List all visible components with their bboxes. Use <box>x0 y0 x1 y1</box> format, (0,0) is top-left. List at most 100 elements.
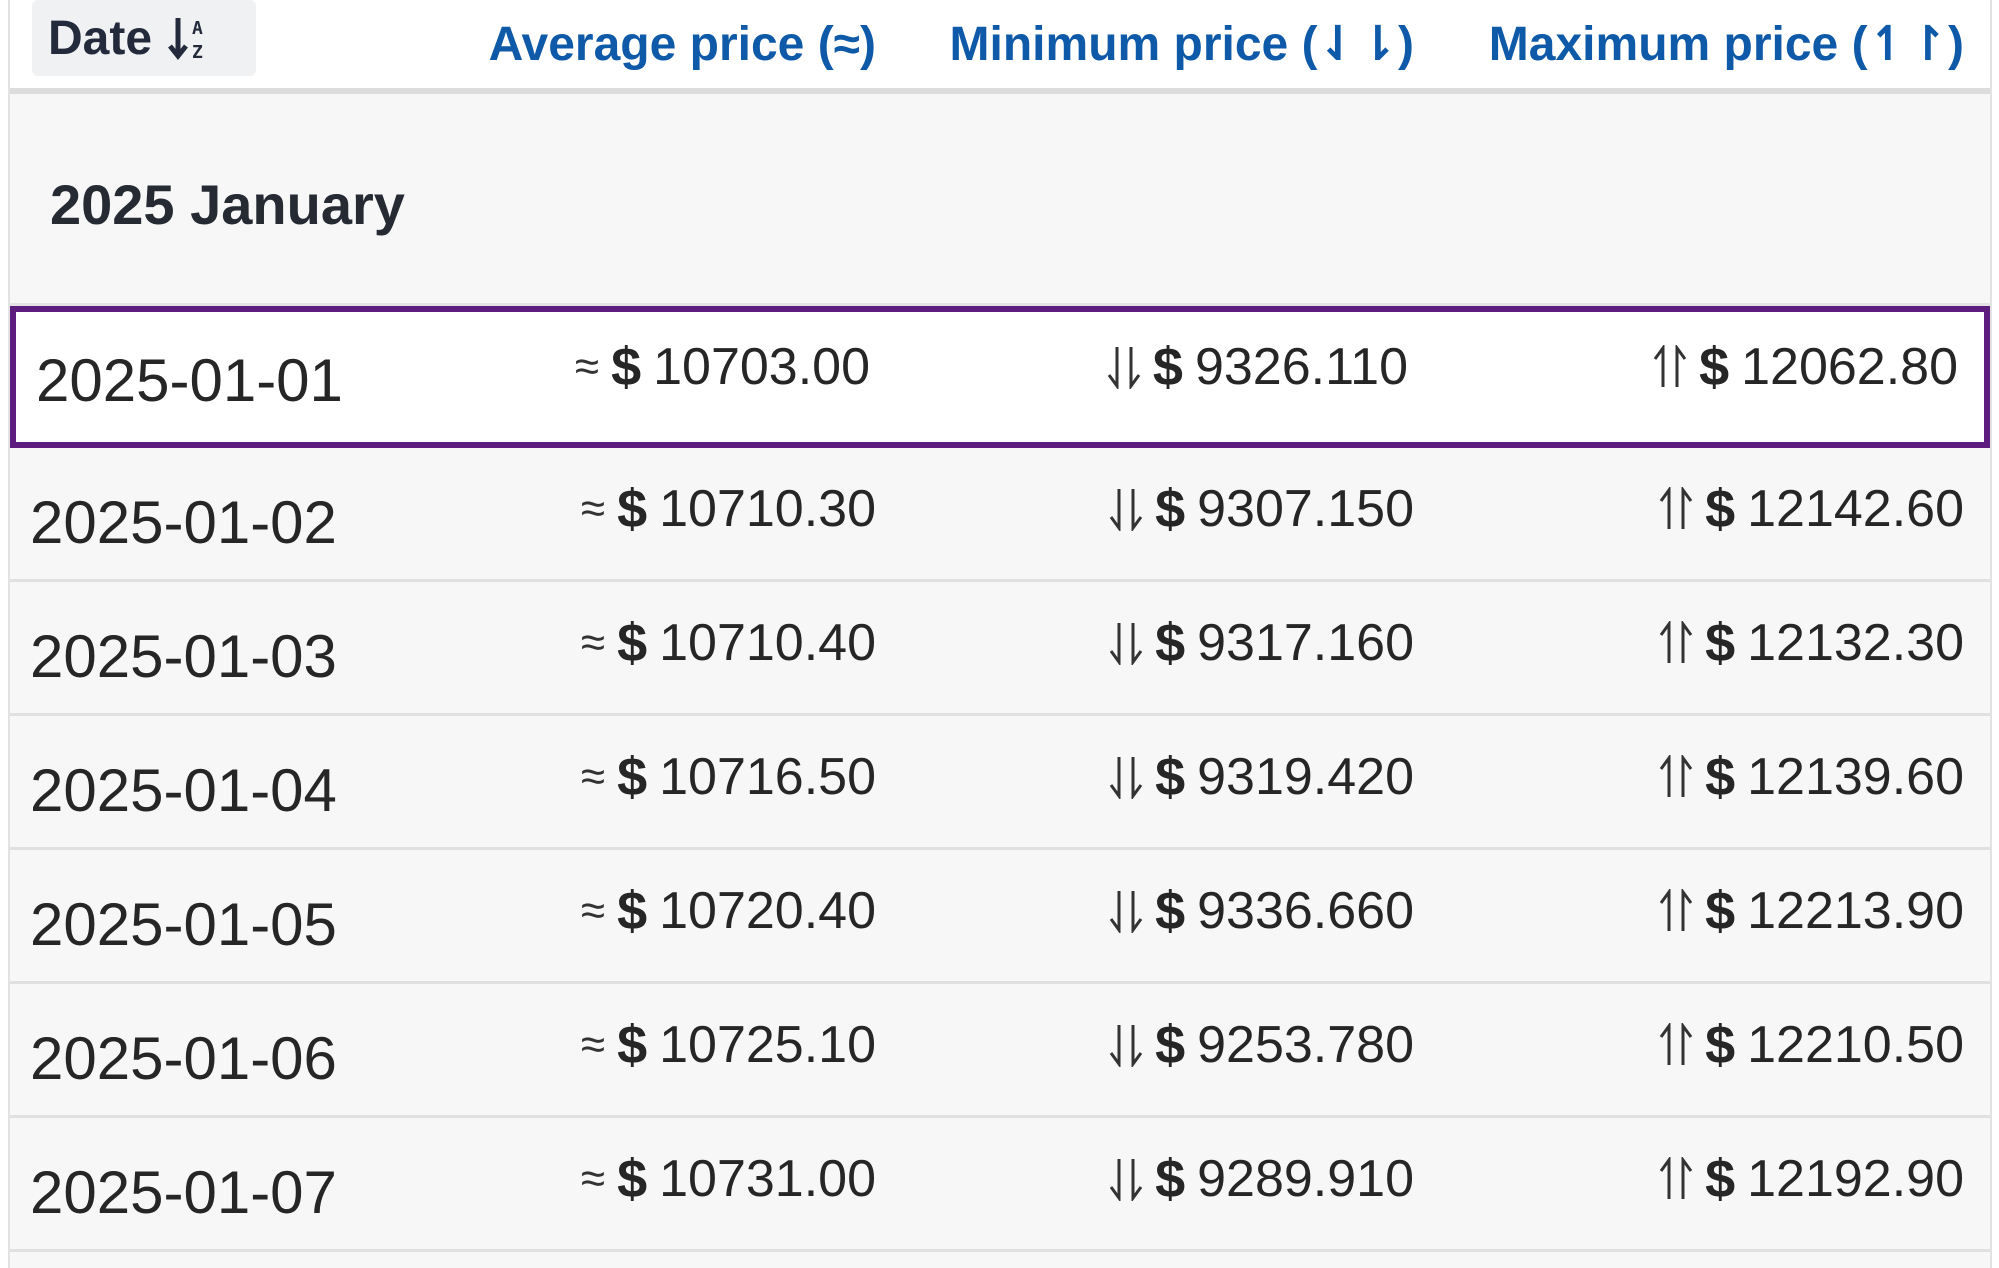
minimum-price-value: 9317.160 <box>1197 614 1414 672</box>
row-minimum-price: $9336.660 <box>1109 880 1414 942</box>
average-price-header[interactable]: Average price (≈) <box>489 0 876 88</box>
currency-symbol: $ <box>1705 1015 1736 1075</box>
average-price-value: 10725.10 <box>659 1016 876 1074</box>
up-arrows-icon <box>1659 1023 1693 1067</box>
currency-symbol: $ <box>1155 1149 1186 1209</box>
up-arrows-icon <box>1653 345 1687 389</box>
maximum-price-header[interactable]: Maximum price (↿↾) <box>1489 0 1964 88</box>
table-row[interactable]: 2025-01-07 ≈ $10731.00 $9289.910 $12192.90 <box>10 1118 1990 1252</box>
maximum-price-value: 12192.90 <box>1747 1150 1964 1208</box>
sort-ascending-icon: A Z <box>168 14 208 62</box>
row-date: 2025-01-04 <box>30 757 337 824</box>
currency-symbol: $ <box>1705 747 1736 807</box>
average-price-value: 10703.00 <box>653 338 870 396</box>
down-arrows-icon <box>1109 487 1143 531</box>
table-row[interactable]: 2025-01-03 ≈ $10710.40 $9317.160 $12132.30 <box>10 582 1990 716</box>
row-average-price: ≈ $10731.00 <box>581 1148 876 1210</box>
currency-symbol: $ <box>611 337 642 397</box>
row-average-price: ≈ $10710.30 <box>581 478 876 540</box>
currency-symbol: $ <box>1705 479 1736 539</box>
maximum-price-value: 12142.60 <box>1747 480 1964 538</box>
svg-text:Z: Z <box>192 42 203 62</box>
row-date: 2025-01-07 <box>30 1159 337 1226</box>
approx-icon: ≈ <box>580 484 606 533</box>
approx-icon: ≈ <box>580 752 606 801</box>
minimum-price-value: 9253.780 <box>1197 1016 1414 1074</box>
maximum-price-value: 12213.90 <box>1747 882 1964 940</box>
row-minimum-price: $9289.910 <box>1109 1148 1414 1210</box>
table-row[interactable]: 2025-01-06 ≈ $10725.10 $9253.780 $12210.50 <box>10 984 1990 1118</box>
down-arrows-icon <box>1109 1023 1143 1067</box>
approx-icon: ≈ <box>580 1020 606 1069</box>
average-price-value: 10731.00 <box>659 1150 876 1208</box>
currency-symbol: $ <box>617 1015 648 1075</box>
row-maximum-price: $12142.60 <box>1659 478 1964 540</box>
row-date: 2025-01-05 <box>30 891 337 958</box>
row-minimum-price: $9253.780 <box>1109 1014 1414 1076</box>
svg-text:A: A <box>192 18 203 39</box>
average-price-value: 10720.40 <box>659 882 876 940</box>
row-minimum-price: $9326.110 <box>1107 336 1408 398</box>
row-maximum-price: $12213.90 <box>1659 880 1964 942</box>
minimum-price-value: 9336.660 <box>1197 882 1414 940</box>
table-row-selected[interactable]: 2025-01-01 ≈ $10703.00 $9326.110 $12062.80 <box>10 306 1990 448</box>
approx-icon: ≈ <box>580 886 606 935</box>
currency-symbol: $ <box>1155 747 1186 807</box>
maximum-price-value: 12139.60 <box>1747 748 1964 806</box>
maximum-price-value: 12210.50 <box>1747 1016 1964 1074</box>
currency-symbol: $ <box>1699 337 1730 397</box>
row-date: 2025-01-03 <box>30 623 337 690</box>
down-arrows-icon <box>1109 755 1143 799</box>
average-price-sort-link[interactable]: Average price (≈) <box>488 17 876 71</box>
row-minimum-price: $9307.150 <box>1109 478 1414 540</box>
approx-icon: ≈ <box>574 342 600 391</box>
down-arrows-icon <box>1109 1157 1143 1201</box>
minimum-price-value: 9289.910 <box>1197 1150 1414 1208</box>
row-maximum-price: $12139.60 <box>1659 746 1964 808</box>
average-price-value: 10710.30 <box>659 480 876 538</box>
currency-symbol: $ <box>1705 881 1736 941</box>
currency-symbol: $ <box>1155 1015 1186 1075</box>
table-row[interactable]: 2025-01-02 ≈ $10710.30 $9307.150 $12142.60 <box>10 448 1990 582</box>
currency-symbol: $ <box>1155 881 1186 941</box>
currency-symbol: $ <box>1155 479 1186 539</box>
row-date: 2025-01-06 <box>30 1025 337 1092</box>
up-arrows-icon <box>1659 889 1693 933</box>
down-arrows-icon <box>1109 621 1143 665</box>
row-minimum-price: $9317.160 <box>1109 612 1414 674</box>
row-maximum-price: $12062.80 <box>1653 336 1958 398</box>
minimum-price-header[interactable]: Minimum price (⇃⇂) <box>950 0 1414 88</box>
currency-symbol: $ <box>1705 1149 1736 1209</box>
row-average-price: ≈ $10725.10 <box>581 1014 876 1076</box>
row-maximum-price: $12192.90 <box>1659 1148 1964 1210</box>
row-average-price: ≈ $10720.40 <box>581 880 876 942</box>
down-arrows-icon <box>1109 889 1143 933</box>
currency-symbol: $ <box>1152 337 1183 397</box>
minimum-price-value: 9326.110 <box>1194 338 1408 396</box>
approx-icon: ≈ <box>580 1154 606 1203</box>
row-maximum-price: $12132.30 <box>1659 612 1964 674</box>
currency-symbol: $ <box>617 479 648 539</box>
date-sort-button[interactable]: Date A Z <box>32 0 256 76</box>
currency-symbol: $ <box>617 881 648 941</box>
up-arrows-icon <box>1659 755 1693 799</box>
maximum-price-value: 12062.80 <box>1741 338 1958 396</box>
approx-icon: ≈ <box>580 618 606 667</box>
price-table: Date A Z Average price (≈) Minimum price… <box>8 0 1992 1268</box>
down-arrows-icon <box>1107 345 1141 389</box>
row-average-price: ≈ $10703.00 <box>575 336 870 398</box>
up-arrows-icon <box>1659 487 1693 531</box>
row-date: 2025-01-02 <box>30 489 337 556</box>
up-arrows-icon <box>1659 1157 1693 1201</box>
average-price-value: 10710.40 <box>659 614 876 672</box>
currency-symbol: $ <box>1705 613 1736 673</box>
minimum-price-value: 9307.150 <box>1197 480 1414 538</box>
month-group-title: 2025 January <box>50 173 405 236</box>
minimum-price-sort-link[interactable]: Minimum price (⇃⇂) <box>949 18 1414 71</box>
row-maximum-price: $12210.50 <box>1659 1014 1964 1076</box>
maximum-price-sort-link[interactable]: Maximum price (↿↾) <box>1488 18 1964 71</box>
row-average-price: ≈ $10716.50 <box>581 746 876 808</box>
table-row[interactable]: 2025-01-05 ≈ $10720.40 $9336.660 $12213.90 <box>10 850 1990 984</box>
table-row[interactable]: 2025-01-04 ≈ $10716.50 $9319.420 $12139.60 <box>10 716 1990 850</box>
row-minimum-price: $9319.420 <box>1109 746 1414 808</box>
